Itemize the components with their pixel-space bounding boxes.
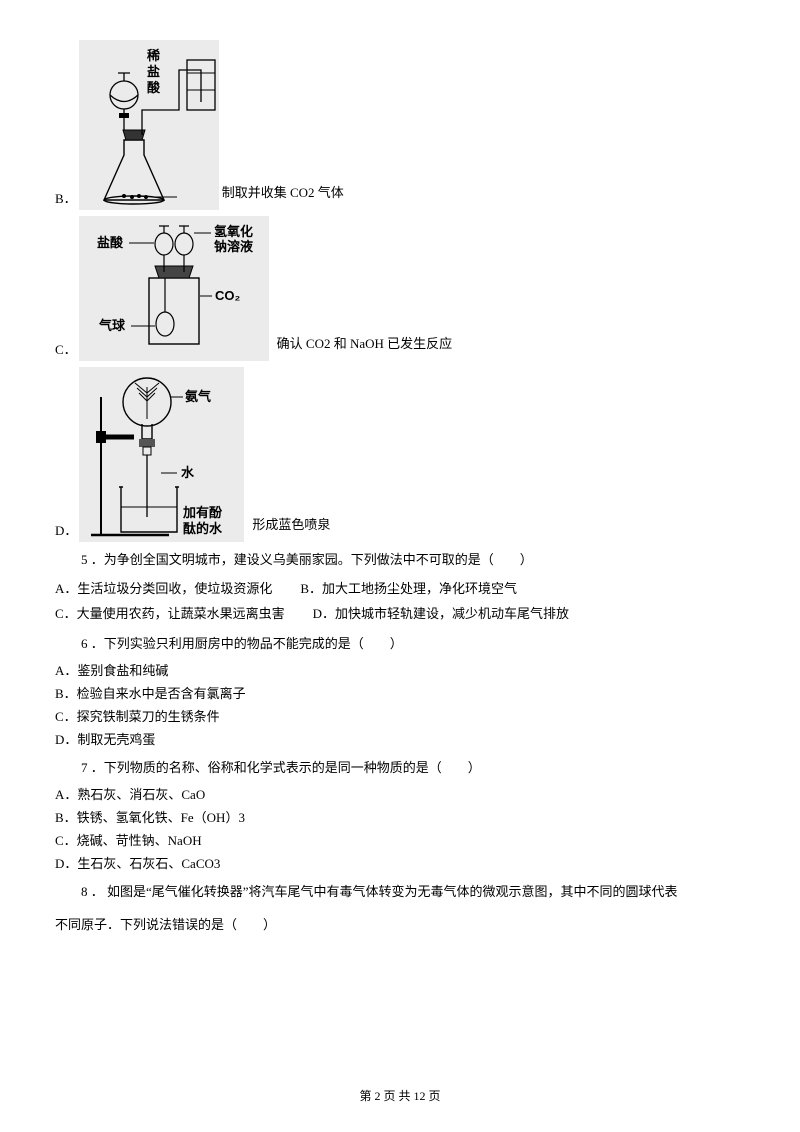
option-b-svg: 稀 盐 酸 (79, 40, 219, 210)
q5-options-row1: A．生活垃圾分类回收，使垃圾资源化 B．加大工地扬尘处理，净化环境空气 (55, 577, 745, 602)
label-dilute-acid-3: 酸 (147, 80, 161, 95)
label-balloon: 气球 (99, 318, 126, 333)
footer-total: 12 (414, 1089, 426, 1103)
footer-mid: 页 共 (380, 1089, 413, 1103)
q5-opt-a: A．生活垃圾分类回收，使垃圾资源化 (55, 579, 272, 600)
footer-suffix: 页 (426, 1089, 441, 1103)
q5-opt-d: D．加快城市轻轨建设，减少机动车尾气排放 (313, 604, 569, 625)
option-c-diagram: 盐酸 氢氧化 钠溶液 CO₂ 气球 (79, 216, 269, 361)
option-d-label: D． (55, 521, 77, 542)
footer-prefix: 第 (359, 1089, 374, 1103)
option-b-label: B． (55, 189, 77, 210)
q7-opt-c: C．烧碱、苛性钠、NaOH (55, 831, 745, 852)
label-naoh-1: 氢氧化 (214, 224, 253, 239)
q6-opt-b: B．检验自来水中是否含有氯离子 (55, 684, 745, 705)
q6-stem: 6 ．下列实验只利用厨房中的物品不能完成的是（ ） (55, 634, 745, 655)
q7-opt-b: B．铁锈、氢氧化铁、Fe（OH）3 (55, 808, 745, 829)
option-c-row: C． 盐酸 氢氧化 钠溶液 CO₂ 气球 (55, 216, 745, 361)
label-phenol-2: 酞的水 (183, 521, 223, 536)
label-hcl: 盐酸 (97, 235, 124, 250)
option-d-row: D． 氨气 水 (55, 367, 745, 542)
q5-options-row2: C．大量使用农药，让蔬菜水果远离虫害 D．加快城市轻轨建设，减少机动车尾气排放 (55, 602, 745, 627)
option-b-diagram: 稀 盐 酸 (79, 40, 219, 210)
q5-opt-b: B．加大工地扬尘处理，净化环境空气 (300, 579, 517, 600)
q8-stem-1: 8 ． 如图是“尾气催化转换器”将汽车尾气中有毒气体转变为无毒气体的微观示意图，… (55, 882, 745, 903)
option-b-text: 制取并收集 CO2 气体 (222, 183, 344, 204)
label-ammonia: 氨气 (184, 389, 211, 404)
label-phenol-1: 加有酚 (182, 505, 223, 520)
page-footer: 第 2 页 共 12 页 (0, 1087, 800, 1106)
option-b-row: B． 稀 盐 酸 (55, 40, 745, 210)
option-c-svg: 盐酸 氢氧化 钠溶液 CO₂ 气球 (79, 216, 269, 361)
q6-opt-d: D．制取无壳鸡蛋 (55, 730, 745, 751)
q7-opt-a: A．熟石灰、消石灰、CaO (55, 785, 745, 806)
option-d-svg: 氨气 水 加有酚 酞的水 (79, 367, 244, 542)
label-water: 水 (181, 465, 195, 480)
q7-stem: 7 ．下列物质的名称、俗称和化学式表示的是同一种物质的是（ ） (55, 758, 745, 779)
label-naoh-2: 钠溶液 (214, 239, 253, 254)
label-dilute-acid-2: 盐 (147, 64, 160, 79)
q5-stem: 5 ．为争创全国文明城市，建设义乌美丽家园。下列做法中不可取的是（ ） (55, 550, 745, 571)
option-d-diagram: 氨气 水 加有酚 酞的水 (79, 367, 244, 542)
label-co2: CO₂ (215, 288, 241, 303)
q6-opt-c: C．探究铁制菜刀的生锈条件 (55, 707, 745, 728)
q8-stem-2: 不同原子．下列说法错误的是（ ） (55, 915, 745, 936)
option-c-label: C． (55, 340, 77, 361)
q5-opt-c: C．大量使用农药，让蔬菜水果远离虫害 (55, 604, 285, 625)
q6-opt-a: A．鉴别食盐和纯碱 (55, 661, 745, 682)
option-d-text: 形成蓝色喷泉 (252, 515, 330, 536)
label-dilute-acid-1: 稀 (147, 48, 160, 63)
q7-opt-d: D．生石灰、石灰石、CaCO3 (55, 854, 745, 875)
option-c-text: 确认 CO2 和 NaOH 已发生反应 (277, 334, 453, 355)
